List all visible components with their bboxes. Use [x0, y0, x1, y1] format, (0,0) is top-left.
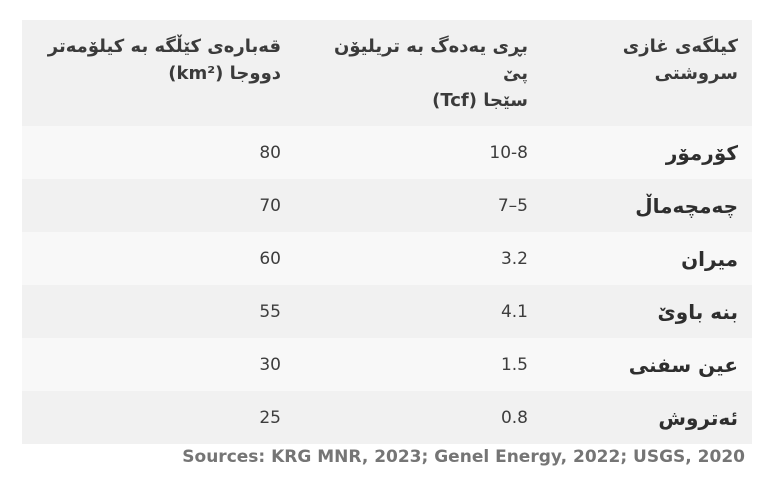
table-row: ئەتروش 0.8 25 — [22, 391, 752, 444]
field-name-cell: بنە باوێ — [657, 299, 738, 324]
reserves-cell: 10-8 — [295, 126, 542, 179]
area-cell: 80 — [22, 126, 295, 179]
field-name-cell: چەمچەماڵ — [635, 193, 738, 218]
col-header-area-km2: قەبارەی کێڵگە بە کیلۆمەتر دووجا (km²) — [22, 20, 295, 126]
field-name-cell: عین سفنی — [628, 352, 738, 377]
col-header-area-line2: دووجا (km²) — [168, 63, 281, 84]
field-name-cell: ئەتروش — [658, 405, 738, 430]
reserves-cell: 1.5 — [295, 338, 542, 391]
col-header-area-line1: قەبارەی کێڵگە بە کیلۆمەتر — [47, 36, 281, 57]
reserves-value: 0.8 — [500, 407, 528, 428]
reserves-value: 7–5 — [497, 195, 528, 216]
col-header-field: کیلگەی غازی سروشتی — [542, 20, 752, 126]
table-row: بنە باوێ 4.1 55 — [22, 285, 752, 338]
reserves-cell: 3.2 — [295, 232, 542, 285]
table-row: چەمچەماڵ 7–5 70 — [22, 179, 752, 232]
table-row: میران 3.2 60 — [22, 232, 752, 285]
col-header-reserves-tcf: بڕی یەدەگ بە تریلیۆن پێ سێجا (Tcf) — [295, 20, 542, 126]
sources-note: Sources: KRG MNR, 2023; Genel Energy, 20… — [182, 447, 745, 467]
reserves-value: 4.1 — [500, 301, 528, 322]
reserves-value: 1.5 — [500, 354, 528, 375]
area-cell: 55 — [22, 285, 295, 338]
area-value: 55 — [259, 301, 281, 322]
field-name-cell: کۆرمۆر — [665, 140, 738, 165]
reserves-cell: 7–5 — [295, 179, 542, 232]
reserves-cell: 0.8 — [295, 391, 542, 444]
col-header-reserves-line1: بڕی یەدەگ بە تریلیۆن پێ — [333, 36, 528, 84]
area-cell: 25 — [22, 391, 295, 444]
table-row: کۆرمۆر 10-8 80 — [22, 126, 752, 179]
area-value: 60 — [259, 248, 281, 269]
col-header-field-line1: کیلگەی غازی — [622, 36, 738, 57]
field-name-cell: میران — [681, 246, 738, 271]
col-header-field-line2: سروشتی — [654, 63, 738, 84]
header-row: کیلگەی غازی سروشتی بڕی یەدەگ بە تریلیۆن … — [22, 20, 752, 126]
col-header-reserves-line2: سێجا (Tcf) — [432, 90, 528, 111]
gas-fields-table: کیلگەی غازی سروشتی بڕی یەدەگ بە تریلیۆن … — [22, 20, 752, 444]
area-value: 70 — [259, 195, 281, 216]
area-value: 25 — [259, 407, 281, 428]
reserves-value: 10-8 — [489, 142, 528, 163]
reserves-value: 3.2 — [500, 248, 528, 269]
area-cell: 60 — [22, 232, 295, 285]
area-value: 80 — [259, 142, 281, 163]
area-value: 30 — [259, 354, 281, 375]
table-row: عین سفنی 1.5 30 — [22, 338, 752, 391]
area-cell: 70 — [22, 179, 295, 232]
area-cell: 30 — [22, 338, 295, 391]
reserves-cell: 4.1 — [295, 285, 542, 338]
